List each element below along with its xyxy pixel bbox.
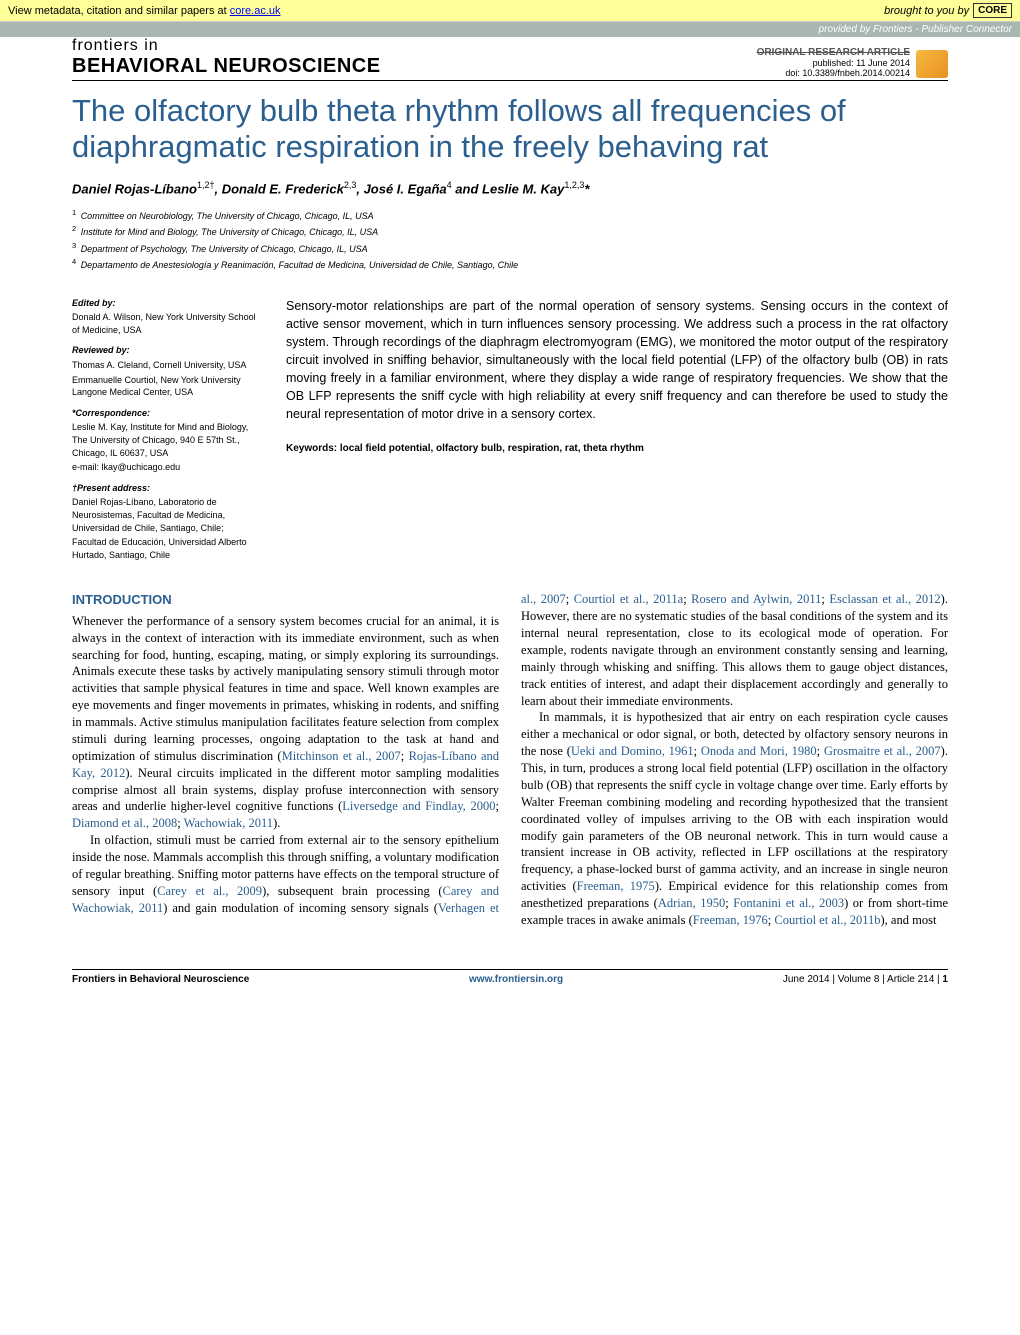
- doi: doi: 10.3389/fnbeh.2014.00214: [785, 68, 910, 78]
- page-number: 1: [942, 974, 948, 985]
- abstract-text: Sensory-motor relationships are part of …: [286, 297, 948, 424]
- correspondence-label: *Correspondence:: [72, 407, 262, 420]
- citation: Courtiol et al., 2011a: [574, 592, 683, 606]
- journal-top-line: frontiers in: [72, 37, 381, 55]
- affiliation-3: 3 Department of Psychology, The Universi…: [72, 240, 948, 257]
- affiliations: 1 Committee on Neurobiology, The Univers…: [72, 207, 948, 273]
- core-brought-text: brought to you by: [884, 5, 969, 17]
- reviewed-by-2: Emmanuelle Courtiol, New York University…: [72, 374, 262, 399]
- footer-citation: June 2014 | Volume 8 | Article 214 | 1: [783, 974, 948, 985]
- edited-by: Donald A. Wilson, New York University Sc…: [72, 311, 262, 336]
- keywords: Keywords: local field potential, olfacto…: [286, 443, 948, 454]
- page-footer: Frontiers in Behavioral Neuroscience www…: [72, 969, 948, 985]
- correspondence-email: e-mail: lkay@uchicago.edu: [72, 461, 262, 474]
- present-address-1: Daniel Rojas-Líbano, Laboratorio de Neur…: [72, 496, 262, 534]
- citation: Carey et al., 2009: [157, 884, 262, 898]
- core-link[interactable]: core.ac.uk: [230, 5, 281, 17]
- core-banner-left: View metadata, citation and similar pape…: [8, 5, 281, 17]
- intro-para-3: In mammals, it is hypothesized that air …: [521, 709, 948, 928]
- article-type: ORIGINAL RESEARCH ARTICLE: [757, 47, 910, 58]
- journal-name-block: frontiers in BEHAVIORAL NEUROSCIENCE: [72, 37, 381, 78]
- citation: Freeman, 1975: [577, 879, 655, 893]
- core-banner: View metadata, citation and similar pape…: [0, 0, 1020, 22]
- citation: Liversedge and Findlay, 2000: [342, 799, 495, 813]
- abstract-block: Edited by: Donald A. Wilson, New York Un…: [72, 297, 948, 564]
- citation: Grosmaitre et al., 2007: [824, 744, 941, 758]
- journal-meta-block: ORIGINAL RESEARCH ARTICLE published: 11 …: [757, 47, 948, 78]
- editorial-sidebar: Edited by: Donald A. Wilson, New York Un…: [72, 297, 262, 564]
- authors-line: Daniel Rojas-Líbano1,2†, Donald E. Frede…: [72, 180, 948, 196]
- core-logo: CORE: [973, 3, 1012, 18]
- intro-para-1: Whenever the performance of a sensory sy…: [72, 613, 499, 832]
- citation: Adrian, 1950: [658, 896, 725, 910]
- citation: Courtiol et al., 2011b: [774, 913, 880, 927]
- introduction-heading: INTRODUCTION: [72, 591, 499, 609]
- reviewed-by-label: Reviewed by:: [72, 344, 262, 357]
- footer-url[interactable]: www.frontiersin.org: [469, 974, 563, 985]
- citation: Diamond et al., 2008: [72, 816, 177, 830]
- correspondence: Leslie M. Kay, Institute for Mind and Bi…: [72, 421, 262, 459]
- published-date: published: 11 June 2014: [813, 58, 910, 68]
- affiliation-1: 1 Committee on Neurobiology, The Univers…: [72, 207, 948, 224]
- affiliation-4: 4 Departamento de Anestesiología y Reani…: [72, 256, 948, 273]
- journal-header: frontiers in BEHAVIORAL NEUROSCIENCE ORI…: [72, 37, 948, 81]
- footer-journal: Frontiers in Behavioral Neuroscience: [72, 974, 249, 985]
- reviewed-by-1: Thomas A. Cleland, Cornell University, U…: [72, 359, 262, 372]
- citation: Wachowiak, 2011: [184, 816, 273, 830]
- article-title: The olfactory bulb theta rhythm follows …: [72, 93, 948, 164]
- edited-by-label: Edited by:: [72, 297, 262, 310]
- citation: Fontanini et al., 2003: [733, 896, 844, 910]
- citation: Ueki and Domino, 1961: [571, 744, 694, 758]
- body-columns: INTRODUCTION Whenever the performance of…: [72, 591, 948, 929]
- abstract-column: Sensory-motor relationships are part of …: [286, 297, 948, 564]
- citation: Mitchinson et al., 2007: [282, 749, 401, 763]
- core-prefix: View metadata, citation and similar pape…: [8, 5, 230, 17]
- provided-banner: provided by Frontiers - Publisher Connec…: [0, 22, 1020, 37]
- citation: Esclassan et al., 2012: [829, 592, 940, 606]
- journal-name: BEHAVIORAL NEUROSCIENCE: [72, 55, 381, 78]
- present-address-label: †Present address:: [72, 482, 262, 495]
- citation: Rosero and Aylwin, 2011: [691, 592, 821, 606]
- citation: Onoda and Mori, 1980: [701, 744, 817, 758]
- frontiers-emblem-icon: [916, 50, 948, 78]
- affiliation-2: 2 Institute for Mind and Biology, The Un…: [72, 223, 948, 240]
- citation: Freeman, 1976: [693, 913, 768, 927]
- present-address-2: Facultad de Educación, Universidad Alber…: [72, 536, 262, 561]
- core-banner-right: brought to you by CORE: [884, 3, 1012, 18]
